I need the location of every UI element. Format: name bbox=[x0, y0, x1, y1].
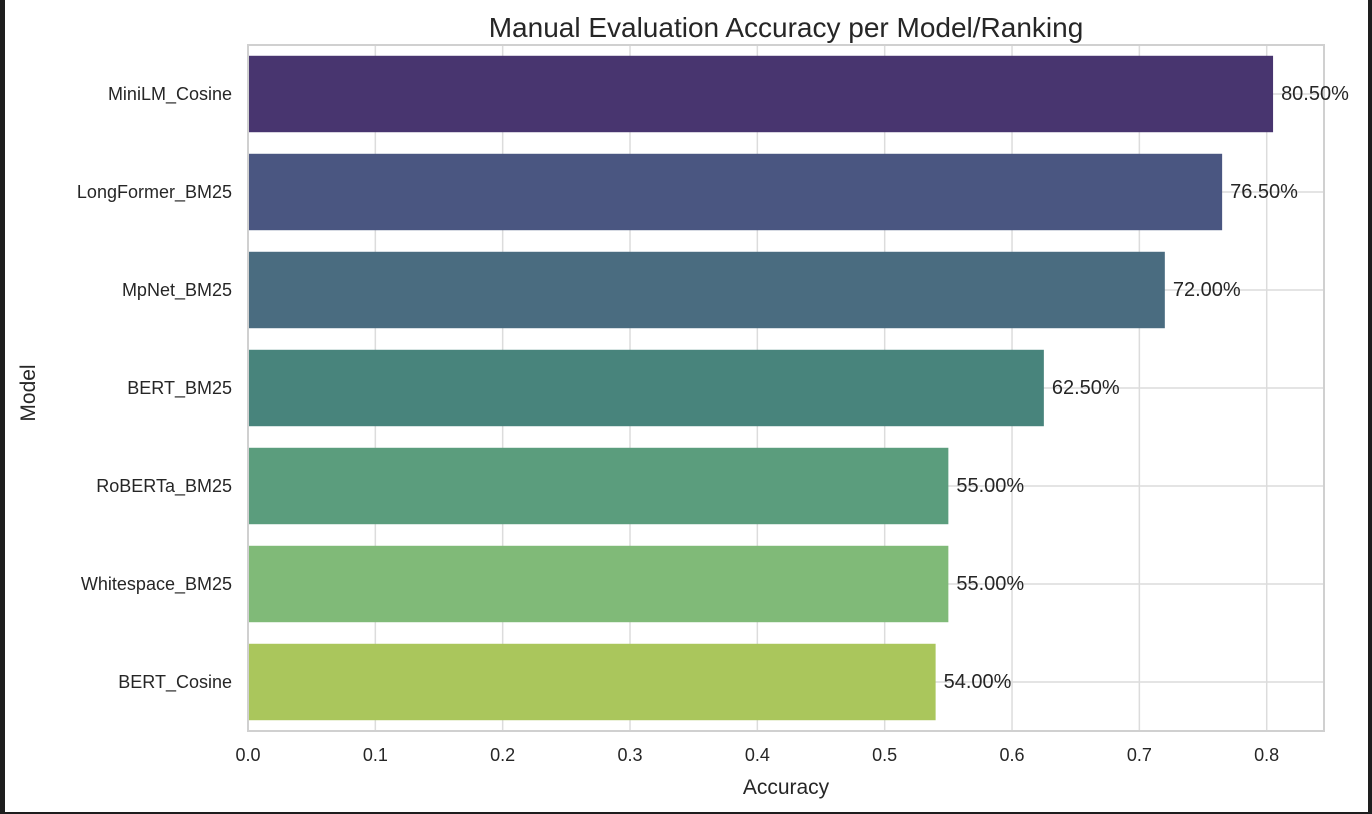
x-tick-label: 0.1 bbox=[363, 745, 388, 765]
y-tick-label: MiniLM_Cosine bbox=[108, 84, 232, 105]
x-tick-label: 0.2 bbox=[490, 745, 515, 765]
x-tick-labels: 0.0 0.1 0.2 0.3 0.4 0.5 0.6 0.7 0.8 bbox=[235, 745, 1279, 765]
y-tick-labels: MiniLM_Cosine LongFormer_BM25 MpNet_BM25 BE… bbox=[77, 84, 232, 693]
bar-value-label: 54.00% bbox=[944, 671, 1012, 693]
bar bbox=[248, 447, 949, 525]
bar bbox=[248, 349, 1044, 427]
bar-value-label: 76.50% bbox=[1230, 181, 1298, 203]
bar-value-label: 55.00% bbox=[956, 573, 1024, 595]
bar-value-label: 62.50% bbox=[1052, 377, 1120, 399]
y-tick-label: RoBERTa_BM25 bbox=[96, 476, 232, 497]
x-tick-label: 0.4 bbox=[745, 745, 770, 765]
y-tick-label: MpNet_BM25 bbox=[122, 280, 232, 301]
chart-title: Manual Evaluation Accuracy per Model/Ran… bbox=[489, 12, 1084, 43]
y-axis-title: Model bbox=[17, 364, 40, 421]
x-axis-title: Accuracy bbox=[743, 776, 830, 799]
bar bbox=[248, 251, 1165, 329]
bar bbox=[248, 55, 1274, 133]
chart-figure: Manual Evaluation Accuracy per Model/Ran… bbox=[5, 0, 1368, 812]
bar bbox=[248, 643, 936, 721]
plot-frame bbox=[247, 44, 1325, 732]
x-tick-label: 0.3 bbox=[617, 745, 642, 765]
bar-chart: Manual Evaluation Accuracy per Model/Ran… bbox=[17, 12, 1349, 799]
y-tick-label: BERT_Cosine bbox=[118, 672, 232, 693]
bar bbox=[248, 153, 1223, 231]
x-tick-label: 0.5 bbox=[872, 745, 897, 765]
bar bbox=[248, 545, 949, 623]
y-tick-label: BERT_BM25 bbox=[127, 378, 232, 399]
bar-value-label: 55.00% bbox=[956, 475, 1024, 497]
bars bbox=[248, 55, 1274, 721]
x-tick-label: 0.8 bbox=[1254, 745, 1279, 765]
bar-value-label: 72.00% bbox=[1173, 279, 1241, 301]
y-tick-label: Whitespace_BM25 bbox=[81, 574, 232, 595]
bar-value-label: 80.50% bbox=[1281, 83, 1349, 105]
data-labels: 80.50% 76.50% 72.00% 62.50% 55.00% 55.00% 54.0… bbox=[944, 83, 1349, 693]
x-tick-label: 0.6 bbox=[1000, 745, 1025, 765]
x-tick-label: 0.0 bbox=[235, 745, 260, 765]
y-tick-label: LongFormer_BM25 bbox=[77, 182, 232, 203]
x-tick-label: 0.7 bbox=[1127, 745, 1152, 765]
